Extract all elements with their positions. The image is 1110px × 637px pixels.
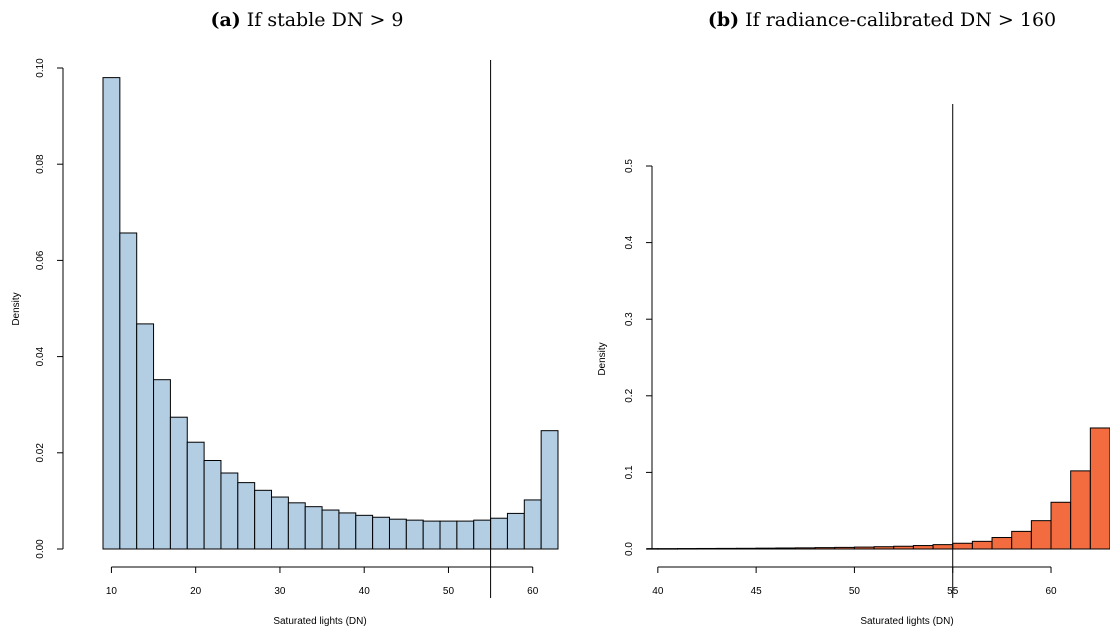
panel-b-bars — [646, 427, 1110, 550]
x-tick-label: 50 — [443, 586, 455, 597]
histogram-bar — [338, 512, 357, 550]
histogram-bar — [169, 416, 188, 550]
x-tick-label: 30 — [274, 586, 286, 597]
histogram-bar — [716, 547, 737, 550]
histogram-bar — [853, 546, 875, 550]
histogram-bar — [540, 430, 559, 550]
histogram-bar — [372, 516, 390, 550]
x-tick-label: 60 — [1045, 586, 1057, 597]
histogram-bar — [203, 459, 222, 550]
panel-a-x-axis-label: Saturated lights (DN) — [273, 616, 366, 627]
y-tick-label: 0.5 — [624, 159, 635, 173]
histogram-bar — [893, 545, 914, 550]
histogram-bar — [676, 548, 698, 550]
x-tick-label: 10 — [106, 586, 118, 597]
panel-a-title-text: If stable DN > 9 — [247, 9, 404, 31]
panel-a-title-prefix: (a) — [210, 9, 240, 31]
panel-a-bars — [102, 77, 559, 550]
histogram-bar — [506, 512, 525, 550]
y-tick-label: 0.10 — [35, 58, 46, 78]
histogram-bar — [439, 520, 458, 550]
histogram-bar — [405, 519, 424, 550]
histogram-bar — [153, 379, 171, 550]
y-tick-label: 0.2 — [624, 388, 635, 402]
panel-b-y-axis-label: Density — [597, 342, 608, 375]
y-tick-label: 0.04 — [35, 346, 46, 366]
panel-b-x-axis: 40 45 50 55 60 — [652, 566, 1057, 597]
panel-b-title-text: If radiance-calibrated DN > 160 — [745, 9, 1056, 31]
histogram-bar — [814, 547, 836, 550]
histogram-bar — [355, 514, 374, 550]
histogram-bar — [254, 489, 273, 550]
y-tick-label: 0.08 — [35, 154, 46, 174]
x-tick-label: 45 — [751, 586, 763, 597]
histogram-bar — [422, 520, 441, 550]
histogram-bar — [287, 502, 306, 550]
y-tick-label: 0.3 — [624, 312, 635, 326]
y-tick-label: 0.02 — [35, 443, 46, 463]
histogram-bar — [186, 441, 205, 550]
histogram-bar — [136, 323, 155, 550]
histogram-bar — [971, 540, 993, 550]
histogram-bar — [237, 482, 256, 550]
x-tick-label: 20 — [190, 586, 202, 597]
x-tick-label: 55 — [947, 586, 959, 597]
y-tick-label: 0.4 — [624, 235, 635, 249]
histogram-bar — [834, 546, 855, 550]
histogram-bar — [991, 537, 1013, 550]
histogram-bar — [775, 547, 796, 550]
histogram-bar — [321, 509, 340, 550]
panel-a-title: (a) If stable DN > 9 — [210, 9, 403, 31]
y-tick-label: 0.0 — [624, 542, 635, 556]
histogram-bar — [1030, 520, 1052, 550]
y-tick-label: 0.06 — [35, 250, 46, 270]
histogram-bar — [388, 518, 407, 550]
histogram-bar — [755, 547, 777, 550]
panel-a-x-axis: 10 20 30 40 50 60 — [106, 566, 539, 597]
histogram-bar — [1089, 427, 1110, 550]
panel-b-title-prefix: (b) — [708, 9, 739, 31]
histogram-bar — [735, 547, 757, 550]
panel-a-y-axis-label: Density — [11, 292, 22, 325]
panel-b-x-axis-label: Saturated lights (DN) — [860, 616, 953, 627]
histogram-bar — [952, 542, 973, 550]
histogram-bar — [932, 544, 954, 550]
panel-b: (b) If radiance-calibrated DN > 160 40 45 5… — [597, 9, 1110, 627]
histogram-bar — [1011, 530, 1032, 550]
histogram-bar — [912, 545, 934, 550]
histogram-bar — [304, 506, 323, 550]
histogram-bar — [271, 496, 289, 550]
histogram-bar — [473, 519, 492, 550]
histogram-bar — [456, 520, 475, 550]
histogram-bar — [1050, 501, 1072, 550]
panel-b-title: (b) If radiance-calibrated DN > 160 — [708, 9, 1056, 31]
x-tick-label: 40 — [359, 586, 371, 597]
histogram-bar — [523, 499, 542, 550]
histogram-bar — [102, 77, 121, 550]
histogram-bar — [794, 547, 816, 550]
histogram-bar — [657, 548, 678, 550]
histogram-bar — [1070, 470, 1091, 550]
panel-a: (a) If stable DN > 9 10 20 30 40 50 60 0.000.0… — [11, 9, 559, 627]
y-tick-label: 0.00 — [35, 539, 46, 559]
histogram-bar — [490, 517, 508, 550]
x-tick-label: 40 — [652, 586, 664, 597]
x-tick-label: 50 — [849, 586, 861, 597]
histogram-bar — [119, 232, 138, 550]
histogram-bar — [220, 472, 239, 550]
x-tick-label: 60 — [527, 586, 539, 597]
y-tick-label: 0.1 — [624, 465, 635, 479]
panel-b-y-axis: 0.0 0.1 0.2 0.3 0.4 0.5 — [624, 159, 653, 556]
histogram-bar — [873, 546, 895, 550]
panel-a-y-axis: 0.00 0.02 0.04 0.06 0.08 0.10 — [35, 58, 64, 559]
histogram-bar — [696, 547, 718, 550]
